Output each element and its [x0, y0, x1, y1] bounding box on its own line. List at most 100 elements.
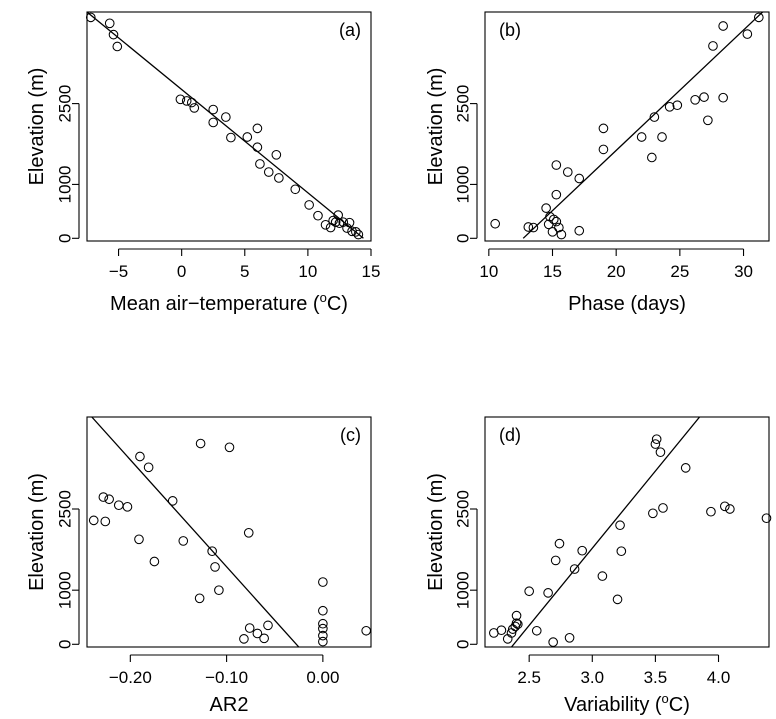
data-point [113, 500, 124, 511]
panel-label: (d) [499, 425, 521, 445]
data-point [186, 97, 197, 108]
data-point [224, 442, 235, 453]
data-point [342, 223, 352, 233]
data-point [104, 494, 114, 505]
data-point [334, 218, 345, 229]
data-point [543, 588, 553, 598]
plot-frame [484, 11, 770, 242]
data-point [175, 94, 186, 105]
x-tick-label: 3.0 [580, 668, 604, 687]
data-point [657, 132, 667, 142]
data-point [574, 173, 585, 184]
data-point [255, 159, 265, 169]
data-point [318, 577, 328, 587]
data-point [252, 123, 263, 134]
panel-label: (a) [339, 20, 361, 40]
data-point [122, 502, 133, 512]
data-point [259, 633, 269, 644]
y-tick-label: 0 [454, 234, 473, 243]
data-point [761, 513, 772, 524]
data-point [207, 546, 217, 557]
panel-d: 2.5 3.0 3.5 4.0 0 1000 2500 Elevation (m) Variab… [425, 416, 772, 716]
data-point [242, 132, 253, 142]
x-axis-label-degree: o [662, 691, 669, 706]
data-point [650, 439, 661, 449]
x-tick-label: −0.10 [205, 668, 248, 687]
y-tick-label: 0 [56, 640, 75, 649]
data-point [320, 220, 331, 230]
data-point [742, 29, 753, 39]
plot-frame [86, 416, 372, 648]
data-point [221, 112, 231, 122]
data-point [496, 625, 507, 636]
x-axis-label-text: Mean air−temperature ( [110, 293, 320, 315]
y-tick-label: 2500 [56, 85, 75, 123]
data-point [708, 41, 718, 51]
y-tick-label: 1000 [56, 166, 75, 204]
plot-frame [86, 11, 372, 242]
data-point [523, 222, 534, 232]
data-point [615, 520, 625, 531]
data-point [210, 562, 220, 572]
data-point [598, 123, 609, 134]
data-point [344, 217, 355, 228]
x-axis-label: Variability (oC) [564, 691, 690, 716]
data-point [85, 12, 96, 23]
data-point [548, 637, 558, 647]
data-point [243, 527, 254, 538]
data-point [318, 618, 328, 629]
x-tick-label: 10 [298, 262, 317, 281]
data-point [554, 538, 565, 549]
data-point [672, 100, 683, 111]
data-point [274, 173, 284, 183]
data-point [541, 203, 551, 213]
x-tick-label: 5 [240, 262, 249, 281]
data-point [551, 216, 562, 227]
data-point [328, 215, 338, 226]
panel-label: (b) [499, 20, 521, 40]
x-axis-label: Mean air−temperature (oC) [110, 290, 348, 315]
data-point [353, 229, 364, 240]
data-point [562, 167, 573, 177]
data-point [318, 623, 328, 634]
data-point [167, 496, 178, 506]
data-point [226, 132, 236, 143]
x-tick-label: 15 [362, 262, 381, 281]
data-point [690, 95, 700, 105]
data-point [664, 102, 675, 112]
x-tick-label: 0 [177, 262, 186, 281]
data-point [112, 41, 123, 52]
y-axis-label: Elevation (m) [26, 473, 48, 591]
data-point [490, 218, 501, 229]
x-tick-label: 4.0 [707, 668, 731, 687]
data-point [511, 618, 522, 629]
data-point [651, 434, 662, 445]
data-point [134, 534, 144, 545]
regression-line [87, 12, 364, 239]
data-point [149, 556, 160, 567]
data-point [551, 189, 562, 200]
data-point [252, 142, 263, 153]
data-point [598, 144, 609, 155]
data-point [524, 586, 535, 597]
x-tick-label: 25 [670, 262, 689, 281]
data-point [181, 96, 192, 106]
x-axis-label-text: Variability ( [564, 694, 662, 716]
data-point [208, 104, 219, 115]
data-point [719, 501, 730, 512]
data-point [208, 117, 219, 128]
data-point [252, 628, 263, 639]
y-tick-label: 0 [454, 640, 473, 649]
data-point [577, 545, 588, 556]
x-tick-label: −0.20 [109, 668, 152, 687]
data-point [143, 462, 154, 473]
data-point [194, 593, 205, 604]
x-tick-label: 30 [734, 262, 753, 281]
data-point [189, 103, 200, 113]
panel-b: 10 15 20 25 30 0 1000 2500 Elevation (m) Phase (d… [425, 11, 770, 315]
data-point [612, 594, 623, 605]
data-point [636, 132, 647, 142]
data-point [263, 620, 273, 631]
x-tick-label: 0.00 [306, 668, 339, 687]
